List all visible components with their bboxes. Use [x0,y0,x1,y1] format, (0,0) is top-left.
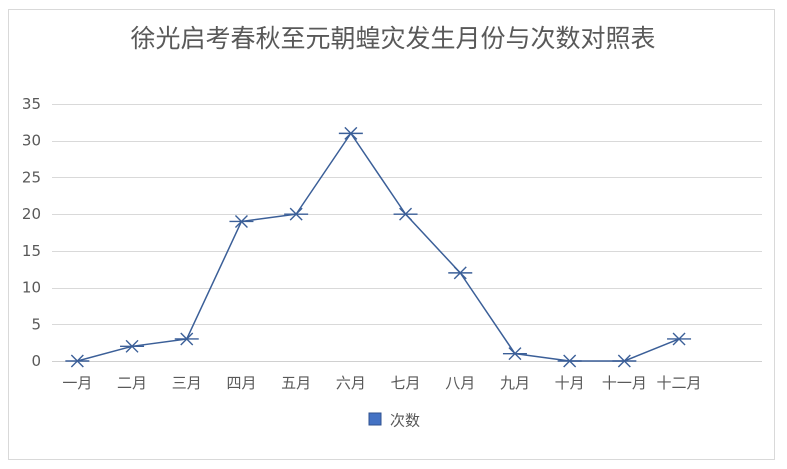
marker-cross [672,332,686,346]
marker-cross [180,332,194,346]
y-tick-label: 0 [31,352,41,370]
x-tick-label: 二月 [117,374,147,392]
marker-cross [399,207,413,221]
legend-label: 次数 [390,412,420,430]
data-point [284,207,309,221]
y-tick-label: 5 [31,315,41,333]
data-point [557,354,582,368]
x-tick-label: 一月 [62,374,92,392]
y-tick-label: 30 [22,132,41,150]
data-point [338,126,363,140]
y-tick-label: 10 [22,279,41,297]
x-tick-label: 十二月 [657,374,702,392]
data-point [174,332,199,346]
data-point [229,214,254,228]
y-tick-label: 15 [22,242,41,260]
y-tick-label: 25 [22,168,41,186]
data-point [393,207,418,221]
legend: 次数 [368,412,420,430]
marker-cross [125,339,139,353]
chart-frame [8,9,775,460]
marker-cross [289,207,303,221]
data-point [65,354,90,368]
x-tick-label: 八月 [445,374,475,392]
legend-swatch [368,412,382,426]
x-tick-label: 六月 [336,374,366,392]
marker-cross [234,214,248,228]
marker-cross [70,354,84,368]
y-tick-label: 20 [22,205,41,223]
data-point [120,339,145,353]
y-axis-tick-labels: 0 5 10 15 20 25 30 35 [22,95,41,370]
marker-cross [344,126,358,140]
marker-cross [617,354,631,368]
marker-cross [563,354,577,368]
y-tick-label: 35 [22,95,41,113]
x-tick-label: 七月 [391,374,421,392]
x-tick-label: 四月 [226,374,256,392]
marker-cross [508,347,522,361]
marker-cross [453,266,467,280]
x-tick-label: 三月 [172,374,202,392]
x-tick-label: 五月 [281,374,311,392]
x-axis-tick-labels: 一月 二月 三月 四月 五月 六月 七月 八月 九月 十月 十一月 十二月 [62,374,701,392]
data-point [612,354,637,368]
x-tick-label: 九月 [500,374,530,392]
data-point [448,266,473,280]
chart-title: 徐光启考春秋至元朝蝗灾发生月份与次数对照表 [130,24,655,53]
x-tick-label: 十月 [555,374,585,392]
series-count [65,126,692,368]
data-point [667,332,692,346]
x-tick-label: 十一月 [602,374,647,392]
data-point [502,347,527,361]
